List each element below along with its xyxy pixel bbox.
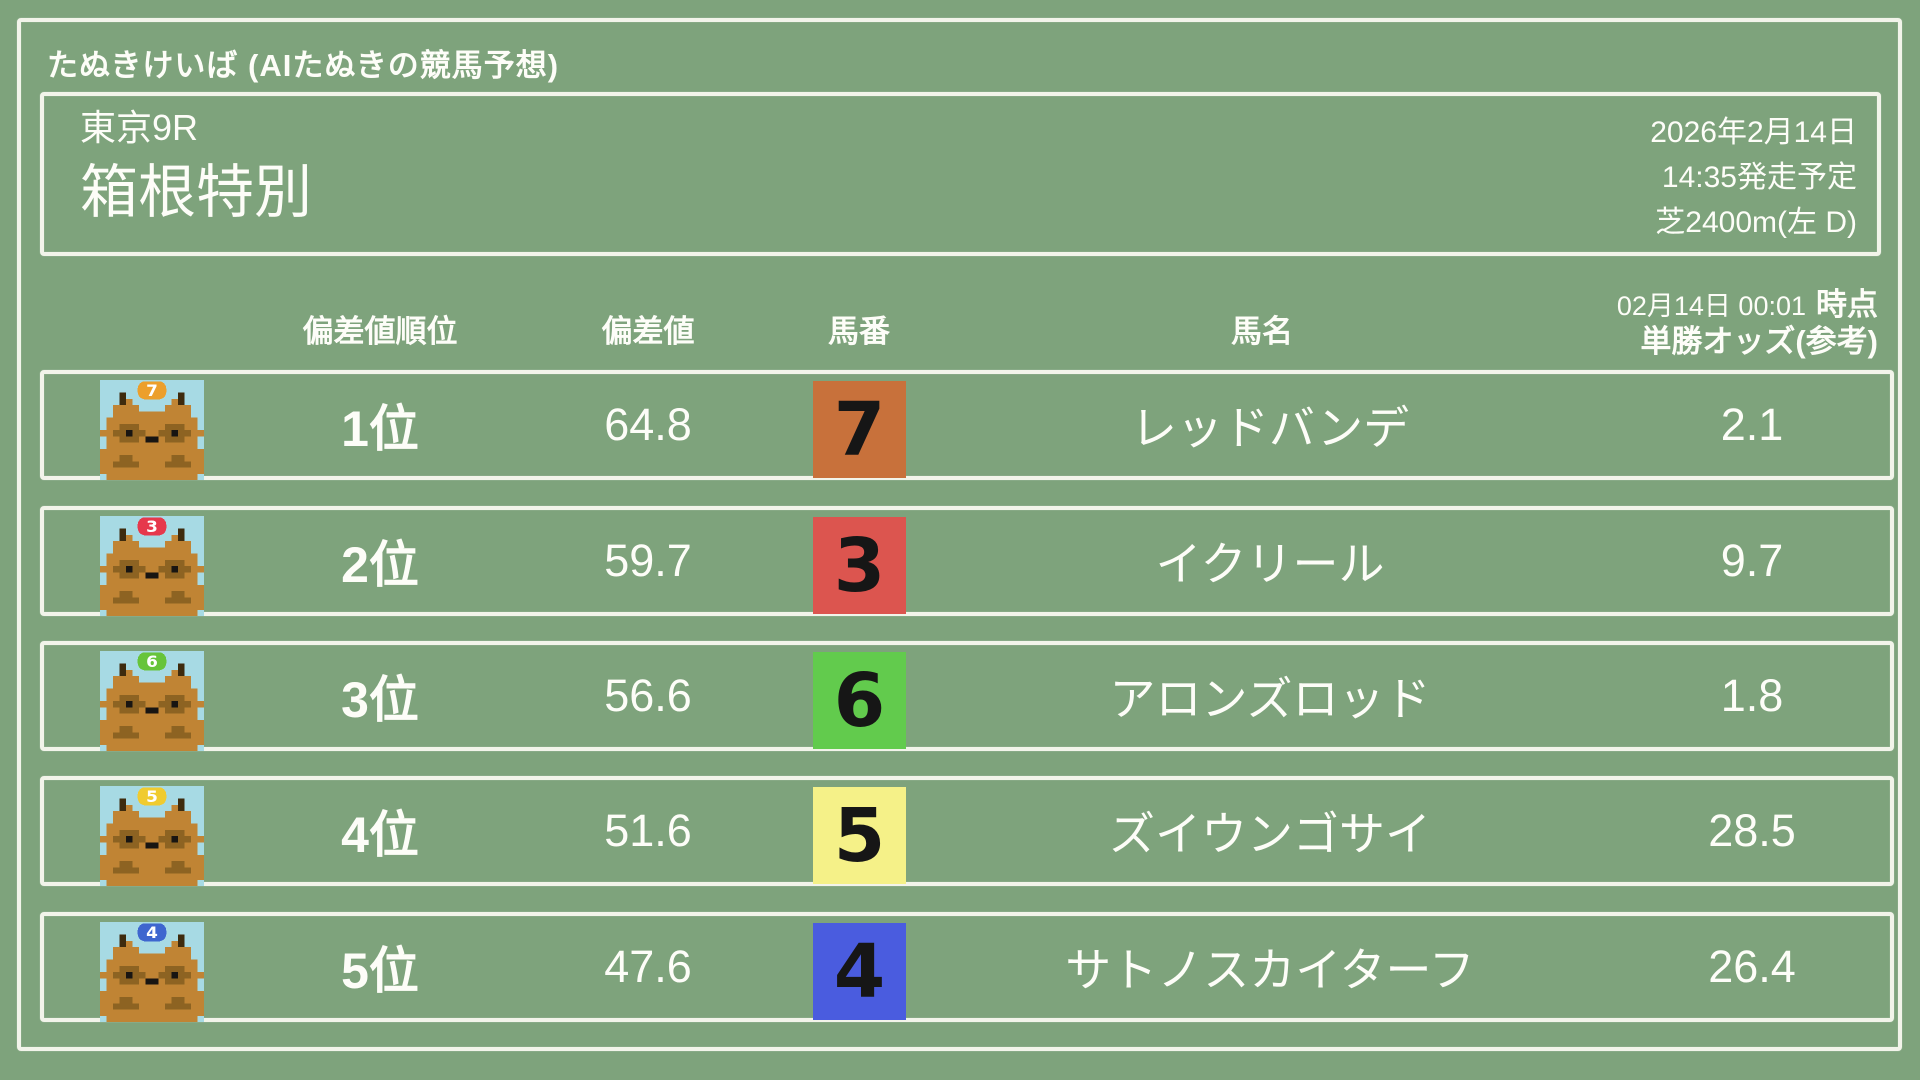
app-title: たぬきけいば (AIたぬきの競馬予想) [47,48,560,83]
horse-name-cell: イクリール [1155,538,1385,590]
race-track: 芝2400m(左 D) [1655,206,1857,239]
prediction-row: 6 3位 56.6 6 アロンズロッド 1.8 [40,641,1894,751]
header-horse-name: 馬名 [1231,313,1293,349]
score-cell: 51.6 [604,805,692,856]
tanuki-avatar-icon: 6 [100,651,204,751]
race-start-time: 14:35発走予定 [1661,161,1857,194]
horse-name-cell: レッドバンデ [1130,402,1410,454]
prediction-row: 4 5位 47.6 4 サトノスカイターフ 26.4 [40,912,1894,1022]
odds-label: 単勝オッズ(参考) [1640,324,1878,359]
tanuki-avatar-icon: 3 [100,516,204,616]
tanuki-avatar-icon: 7 [100,380,204,480]
odds-cell: 2.1 [1720,399,1784,450]
rank-cell: 3位 [341,672,419,728]
rank-cell: 4位 [341,807,419,863]
race-date: 2026年2月14日 [1650,116,1857,149]
odds-cell: 1.8 [1720,670,1784,721]
score-cell: 59.7 [604,535,692,586]
svg-text:7: 7 [146,382,158,401]
rank-cell: 1位 [341,401,419,457]
race-info-box: 東京9R 箱根特別 2026年2月14日 14:35発走予定 芝2400m(左 … [40,92,1881,256]
prediction-row: 3 2位 59.7 3 イクリール 9.7 [40,506,1894,616]
prediction-row: 7 1位 64.8 7 レッドバンデ 2.1 [40,370,1894,480]
tanuki-avatar-icon: 5 [100,786,204,886]
race-heading: 東京9R 箱根特別 [80,104,312,226]
odds-cell: 26.4 [1708,941,1796,992]
header-score: 偏差値 [601,313,695,349]
odds-timestamp-suffix: 時点 [1816,287,1878,322]
horse-name-cell: サトノスカイターフ [1065,944,1475,996]
horse-number-badge: 6 [813,652,906,749]
horse-number-badge: 3 [813,517,906,614]
svg-text:3: 3 [146,518,158,537]
odds-cell: 9.7 [1720,535,1784,586]
race-course: 東京9R [80,107,199,148]
tanuki-avatar-icon: 4 [100,922,204,1022]
svg-text:6: 6 [146,653,158,672]
horse-number-badge: 7 [813,381,906,478]
odds-timestamp: 02月14日 00:01 [1616,291,1806,321]
rank-cell: 5位 [341,943,419,999]
horse-number-badge: 5 [813,787,906,884]
rank-cell: 2位 [341,537,419,593]
race-name: 箱根特別 [80,160,313,225]
header-odds-block: 02月14日 00:01 時点 単勝オッズ(参考) [1617,288,1878,360]
odds-timestamp-line: 02月14日 00:01 時点 [1617,288,1878,323]
horse-number-badge: 4 [813,923,906,1020]
odds-cell: 28.5 [1708,805,1796,856]
score-cell: 64.8 [604,399,692,450]
horse-name-cell: アロンズロッド [1109,673,1431,725]
score-cell: 47.6 [604,941,692,992]
prediction-row: 5 4位 51.6 5 ズイウンゴサイ 28.5 [40,776,1894,886]
score-cell: 56.6 [604,670,692,721]
svg-text:5: 5 [146,788,158,807]
horse-name-cell: ズイウンゴサイ [1109,808,1431,860]
header-rank: 偏差値順位 [302,313,458,349]
race-schedule: 2026年2月14日 14:35発走予定 芝2400m(左 D) [1650,110,1857,245]
svg-text:4: 4 [146,924,158,943]
header-horse-number: 馬番 [828,313,890,349]
